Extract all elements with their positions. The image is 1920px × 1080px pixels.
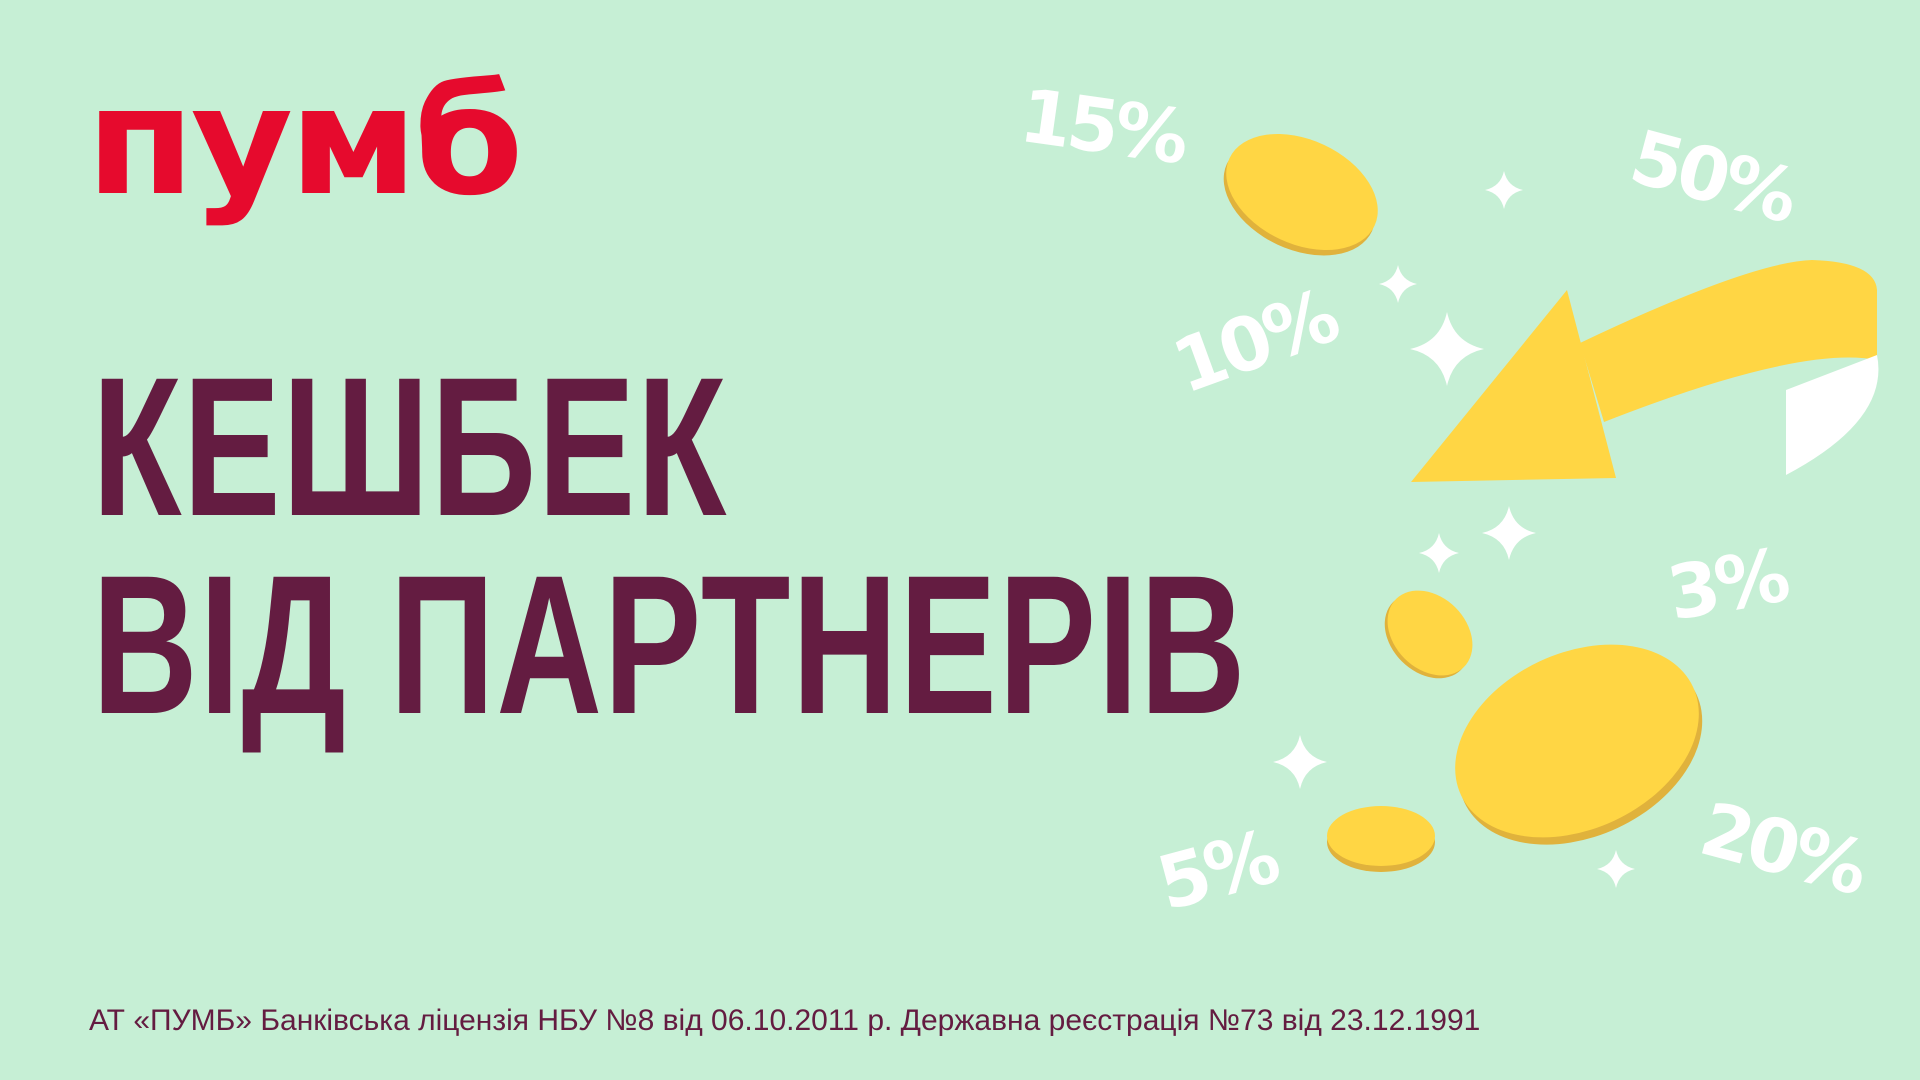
pumb-logo: пумб (86, 67, 524, 217)
logo-text: пумб (86, 55, 524, 229)
coin-icon (1384, 590, 1473, 679)
headline-line2: ВІД ПАРТНЕРІВ (92, 534, 1248, 755)
legal-footer: АТ «ПУМБ» Банківська ліцензія НБУ №8 від… (89, 1004, 1481, 1037)
sparkle-icon (1379, 265, 1417, 303)
sparkle-icon (1482, 506, 1536, 560)
sparkle-icon (1485, 171, 1523, 209)
percent-label: 3% (1661, 532, 1793, 638)
coin-icon (1327, 806, 1435, 872)
percent-label: 15% (1014, 72, 1191, 182)
headline-line1: КЕШБЕК (92, 336, 728, 557)
sparkle-icon (1410, 312, 1484, 386)
coin-icon (1223, 133, 1378, 256)
sparkle-icon (1273, 735, 1327, 789)
sparkle-icon (1597, 850, 1635, 888)
sparkle-icon (1419, 533, 1459, 573)
coin-icon (1455, 644, 1703, 845)
arrow-icon (1411, 260, 1879, 482)
